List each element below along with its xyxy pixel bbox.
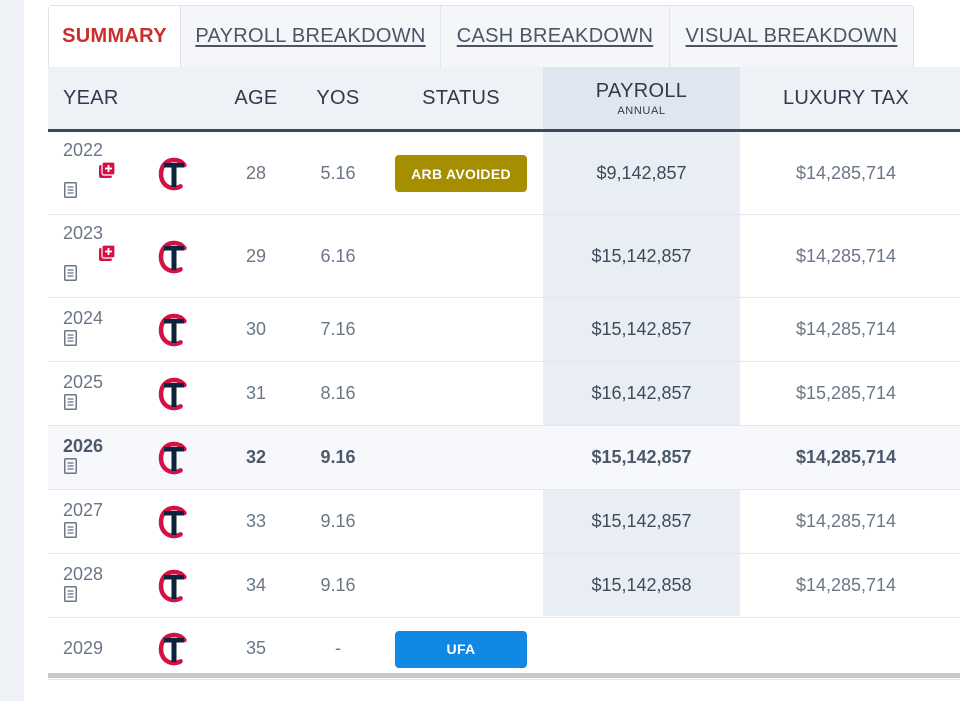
document-icon[interactable]	[64, 330, 77, 346]
status-badge: ARB AVOIDED	[395, 155, 527, 192]
year-cell: 2028	[63, 564, 104, 584]
horizontal-scrollbar[interactable]	[48, 673, 960, 678]
age-cell: 30	[245, 319, 267, 339]
luxury-tax-cell: $14,285,714	[795, 511, 897, 531]
twins-tc-logo-icon	[158, 313, 190, 347]
left-rail	[0, 0, 24, 701]
payroll-cell: $15,142,857	[591, 511, 692, 531]
table-row: 2025 31 8.16 $16,142,857 $15,285,714	[48, 362, 960, 426]
yos-cell: -	[335, 638, 341, 658]
tab-cash-breakdown[interactable]: CASH BREAKDOWN	[441, 6, 670, 67]
payroll-column-highlight	[543, 132, 740, 616]
payroll-cell: $9,142,857	[596, 162, 687, 183]
payroll-cell: $15,142,857	[591, 245, 692, 266]
table-row: 2028 34 9.16 $15,142,858 $14,285,714	[48, 554, 960, 618]
yos-cell: 6.16	[320, 245, 356, 266]
age-cell: 33	[245, 511, 267, 531]
yos-cell: 8.16	[320, 383, 356, 403]
yos-cell: 9.16	[320, 511, 356, 531]
document-icon[interactable]	[64, 586, 77, 602]
twins-tc-logo-icon	[158, 157, 190, 191]
header-luxury-tax[interactable]: LUXURY TAX	[782, 86, 910, 109]
twins-tc-logo-icon	[158, 505, 190, 539]
header-status[interactable]: STATUS	[422, 86, 500, 109]
luxury-tax-cell: $14,285,714	[795, 245, 897, 266]
contract-table: YEAR AGE YOS STATUS PAYROLL ANNUAL LUXUR…	[48, 67, 960, 680]
medical-cross-icon[interactable]	[98, 244, 116, 262]
tab-payroll-breakdown[interactable]: PAYROLL BREAKDOWN	[181, 6, 441, 67]
luxury-tax-cell: $14,285,714	[795, 319, 897, 339]
header-payroll-sub: ANNUAL	[617, 104, 666, 117]
medical-cross-icon[interactable]	[98, 161, 116, 179]
document-icon[interactable]	[64, 522, 77, 538]
document-icon[interactable]	[64, 182, 77, 198]
table-row: 2026 32 9.16 $15,142,857 $14,285,714	[48, 426, 960, 490]
tab-summary[interactable]: SUMMARY	[49, 6, 181, 67]
age-cell: 28	[245, 162, 267, 183]
header-year[interactable]: YEAR	[63, 86, 119, 109]
age-cell: 31	[245, 383, 267, 403]
header-payroll[interactable]: PAYROLL ANNUAL	[543, 67, 740, 129]
year-cell: 2022	[63, 140, 104, 160]
year-cell: 2026	[63, 436, 104, 456]
table-row: 2029 35 - UFA	[48, 618, 960, 680]
twins-tc-logo-icon	[158, 569, 190, 603]
age-cell: 35	[245, 638, 267, 658]
year-cell: 2027	[63, 500, 104, 520]
twins-tc-logo-icon	[158, 441, 190, 475]
payroll-cell: $15,142,857	[591, 447, 692, 467]
table-body: 2022 28 5.16 $9,142,857 $14,285,714 ARB AVOID…	[48, 132, 960, 680]
payroll-cell: $15,142,857	[591, 319, 692, 339]
yos-cell: 5.16	[320, 162, 356, 183]
table-row: 2022 28 5.16 $9,142,857 $14,285,714 ARB AVOID…	[48, 132, 960, 215]
document-icon[interactable]	[64, 458, 77, 474]
year-cell: 2025	[63, 372, 104, 392]
age-cell: 29	[245, 245, 267, 266]
age-cell: 34	[245, 575, 267, 595]
payroll-cell: $15,142,858	[591, 575, 692, 595]
twins-tc-logo-icon	[158, 377, 190, 411]
yos-cell: 7.16	[320, 319, 356, 339]
header-age[interactable]: AGE	[234, 86, 278, 109]
document-icon[interactable]	[64, 265, 77, 281]
tab-visual-breakdown[interactable]: VISUAL BREAKDOWN	[685, 25, 898, 47]
year-cell: 2023	[63, 223, 104, 243]
luxury-tax-cell: $14,285,714	[795, 162, 897, 183]
twins-tc-logo-icon	[158, 632, 190, 666]
status-badge: UFA	[395, 630, 527, 668]
table-row: 2027 33 9.16 $15,142,857 $14,285,714	[48, 490, 960, 554]
age-cell: 32	[245, 447, 267, 467]
payroll-cell: $16,142,857	[591, 383, 692, 403]
yos-cell: 9.16	[320, 575, 356, 595]
tab-bar: SUMMARY PAYROLL BREAKDOWN CASH BREAKDOWN…	[48, 5, 914, 67]
table-row: 2024 30 7.16 $15,142,857 $14,285,714	[48, 298, 960, 362]
document-icon[interactable]	[64, 394, 77, 410]
yos-cell: 9.16	[320, 447, 356, 467]
luxury-tax-cell: $14,285,714	[795, 575, 897, 595]
table-row: 2023 29 6.16 $15,142,857 $14,285,714	[48, 215, 960, 298]
luxury-tax-cell: $14,285,714	[795, 447, 897, 467]
luxury-tax-cell: $15,285,714	[795, 383, 897, 403]
twins-tc-logo-icon	[158, 240, 190, 274]
year-cell: 2029	[63, 638, 104, 658]
table-header: YEAR AGE YOS STATUS PAYROLL ANNUAL LUXUR…	[48, 67, 960, 132]
header-yos[interactable]: YOS	[316, 86, 360, 109]
year-cell: 2024	[63, 308, 104, 328]
